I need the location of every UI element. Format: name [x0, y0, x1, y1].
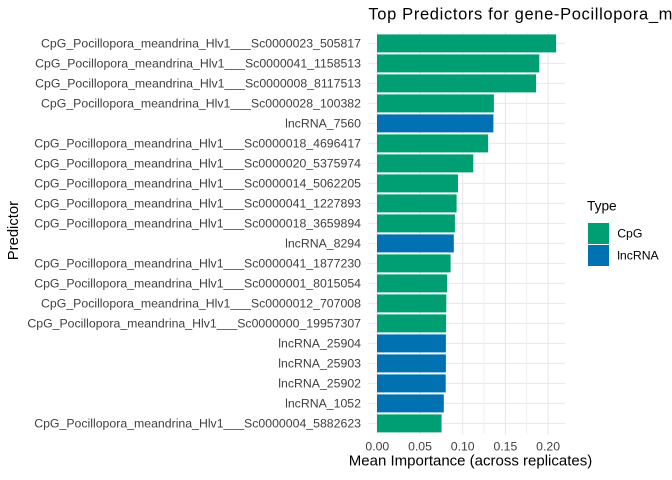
svg-text:Mean Importance (across replic: Mean Importance (across replicates): [349, 453, 592, 470]
svg-text:lncRNA_7560: lncRNA_7560: [285, 117, 361, 131]
svg-text:Type: Type: [587, 199, 617, 214]
svg-text:lncRNA_25903: lncRNA_25903: [278, 357, 361, 371]
svg-text:lncRNA_25902: lncRNA_25902: [278, 377, 361, 391]
svg-text:0.20: 0.20: [536, 439, 560, 453]
svg-text:0.05: 0.05: [408, 439, 432, 453]
svg-text:CpG_Pocillopora_meandrina_Hlv1: CpG_Pocillopora_meandrina_Hlv1___Sc00000…: [41, 297, 361, 311]
svg-text:Top Predictors for gene-Pocill: Top Predictors for gene-Pocillopora_mean…: [368, 5, 672, 23]
svg-text:lncRNA: lncRNA: [617, 249, 659, 263]
svg-text:0.00: 0.00: [365, 439, 389, 453]
svg-text:0.10: 0.10: [451, 439, 475, 453]
svg-text:CpG_Pocillopora_meandrina_Hlv1: CpG_Pocillopora_meandrina_Hlv1___Sc00000…: [34, 217, 361, 231]
svg-text:CpG_Pocillopora_meandrina_Hlv1: CpG_Pocillopora_meandrina_Hlv1___Sc00000…: [34, 177, 361, 191]
svg-text:lncRNA_1052: lncRNA_1052: [285, 397, 361, 411]
svg-text:CpG_Pocillopora_meandrina_Hlv1: CpG_Pocillopora_meandrina_Hlv1___Sc00000…: [34, 157, 361, 171]
svg-text:CpG_Pocillopora_meandrina_Hlv1: CpG_Pocillopora_meandrina_Hlv1___Sc00000…: [35, 57, 361, 71]
svg-text:lncRNA_8294: lncRNA_8294: [285, 237, 361, 251]
svg-text:Predictor: Predictor: [6, 201, 22, 260]
svg-text:CpG_Pocillopora_meandrina_Hlv1: CpG_Pocillopora_meandrina_Hlv1___Sc00000…: [27, 317, 361, 331]
svg-text:CpG_Pocillopora_meandrina_Hlv1: CpG_Pocillopora_meandrina_Hlv1___Sc00000…: [34, 197, 361, 211]
svg-text:CpG_Pocillopora_meandrina_Hlv1: CpG_Pocillopora_meandrina_Hlv1___Sc00000…: [35, 77, 361, 91]
svg-text:CpG_Pocillopora_meandrina_Hlv1: CpG_Pocillopora_meandrina_Hlv1___Sc00000…: [34, 257, 361, 271]
svg-text:0.15: 0.15: [493, 439, 517, 453]
svg-text:CpG: CpG: [617, 227, 642, 241]
svg-text:CpG_Pocillopora_meandrina_Hlv1: CpG_Pocillopora_meandrina_Hlv1___Sc00000…: [34, 417, 361, 431]
svg-text:CpG_Pocillopora_meandrina_Hlv1: CpG_Pocillopora_meandrina_Hlv1___Sc00000…: [34, 277, 361, 291]
svg-text:lncRNA_25904: lncRNA_25904: [278, 337, 361, 351]
svg-text:CpG_Pocillopora_meandrina_Hlv1: CpG_Pocillopora_meandrina_Hlv1___Sc00000…: [41, 97, 361, 111]
svg-text:CpG_Pocillopora_meandrina_Hlv1: CpG_Pocillopora_meandrina_Hlv1___Sc00000…: [34, 137, 361, 151]
svg-text:CpG_Pocillopora_meandrina_Hlv1: CpG_Pocillopora_meandrina_Hlv1___Sc00000…: [41, 37, 361, 51]
